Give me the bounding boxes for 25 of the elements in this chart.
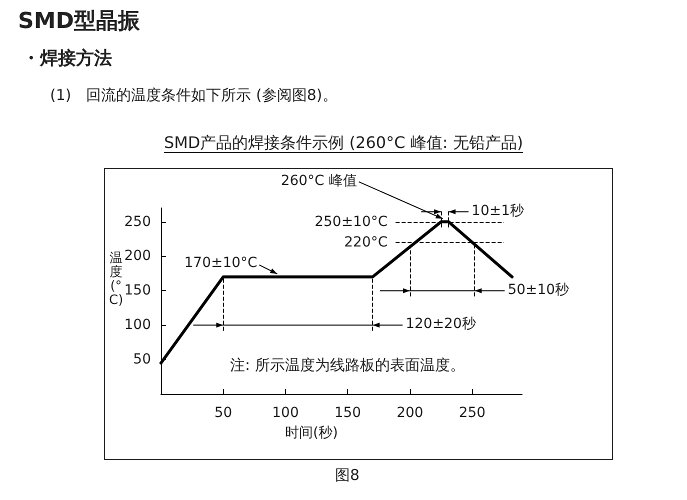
- ref-line-label: 220°C: [344, 234, 388, 250]
- x-axis-title: 时间(秒): [285, 424, 338, 442]
- caption: 图8: [335, 466, 360, 485]
- y-tick-label: 250: [124, 214, 151, 230]
- y-axis-title: 温度(°C): [109, 251, 124, 308]
- x-tick-label: 250: [458, 405, 486, 421]
- y-tick-label: 200: [124, 248, 151, 264]
- y-tick-label: 100: [124, 317, 151, 334]
- chart-title: SMD产品的焊接条件示例 (260°C 峰值: 无铅产品): [164, 133, 524, 152]
- text: ・焊接方法: [22, 47, 112, 70]
- text: (1) 回流的温度条件如下所示 (参阅图8)。: [50, 86, 338, 105]
- x-tick-label: 100: [272, 405, 299, 421]
- ref-line-label: 50±10秒: [508, 280, 570, 299]
- text: SMD型晶振: [18, 8, 140, 36]
- x-tick-label: 50: [214, 405, 232, 421]
- ref-line-label: 10±1秒: [472, 202, 524, 220]
- ref-line-label: 250±10°C: [314, 214, 388, 230]
- x-tick-label: 200: [396, 405, 424, 421]
- ref-line-label: 120±20秒: [406, 315, 476, 334]
- annotation: 170±10°C: [184, 254, 258, 271]
- annotation: 注: 所示温度为线路板的表面温度。: [230, 356, 465, 375]
- annotation: 260°C 峰值: [280, 172, 357, 190]
- y-tick-label: 150: [124, 282, 151, 299]
- y-tick-label: 50: [133, 352, 151, 368]
- x-tick-label: 150: [334, 405, 362, 421]
